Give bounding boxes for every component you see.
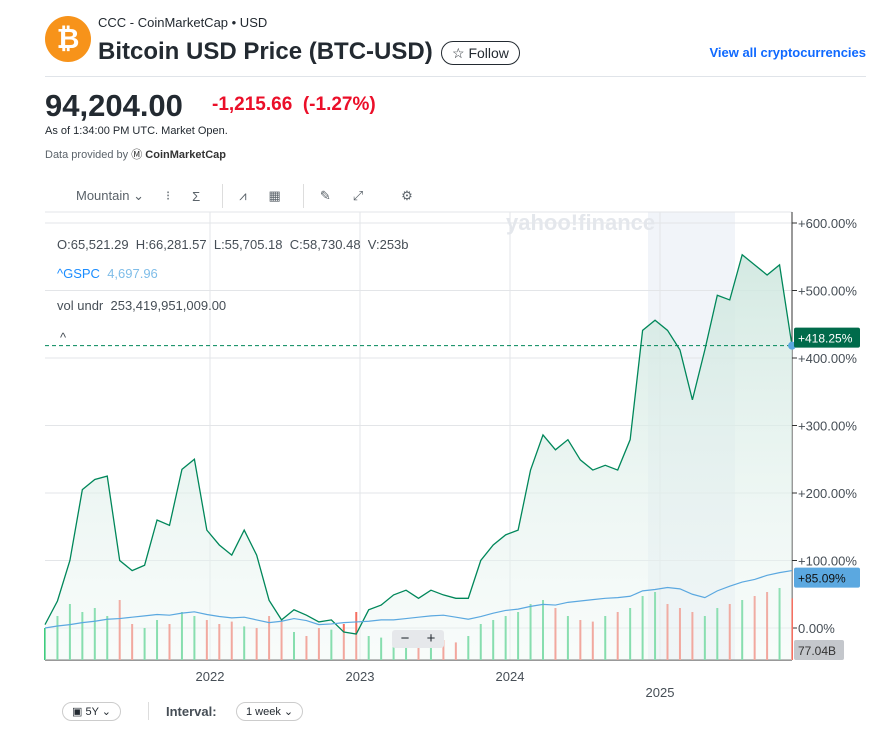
compare-icon[interactable]: ⁝ [166,188,171,203]
draw-pencil-icon[interactable]: ✎ [319,188,331,203]
price-chart[interactable]: +600.00% +500.00% +400.00% +300.00% +200.00%… [0,205,874,705]
range-label: 5Y [85,706,99,718]
calendar-icon: ▣ [72,706,86,718]
interval-label: Interval: [166,704,217,719]
gspc-last-label-bg [794,567,860,588]
price-change: -1,215.66 (-1.27%) [212,94,376,116]
x-tick-label: 2022 [196,669,225,684]
page-title: Bitcoin USD Price (BTC-USD) [98,38,433,65]
divider [222,184,224,208]
volume-legend: vol undr 253,419,951,009.00 [57,298,226,313]
x-tick-label: 2024 [496,669,525,684]
btc-last-label: +418.25% [798,332,853,346]
y-tick-label: +500.00% [798,284,857,299]
y-tick-label: +600.00% [798,216,857,231]
zoom-out-button[interactable]: − [400,630,410,647]
follow-label: Follow [468,45,509,61]
view-all-cryptocurrencies-link[interactable]: View all cryptocurrencies [709,45,866,60]
btc-last-label-bg [794,327,860,348]
events-icon[interactable]: ⩘ [239,188,247,203]
btc-area [45,254,792,660]
chart-type-dropdown[interactable]: Mountain ⌄ [76,188,144,203]
gspc-line [44,569,793,629]
follow-button[interactable]: ☆ Follow [441,41,520,65]
y-tick-label: +100.00% [798,554,857,569]
indicators-icon[interactable]: Σ [192,188,201,204]
vol-name: vol undr [57,298,104,313]
gspc-legend: ^GSPC 4,697.96 [57,266,158,281]
volume-last-label: 77.04B [798,644,836,658]
collapse-legend-chevron-icon[interactable]: ^ [60,330,67,345]
data-provider: Data provided by Ⓜ CoinMarketCap [45,146,226,162]
volume-last-label-bg [794,640,844,660]
interval-dropdown[interactable]: 1 week ⌄ [236,702,304,721]
divider [45,76,866,77]
y-tick-label: +200.00% [798,486,857,501]
chart-type-label: Mountain [76,188,130,203]
provider-name: CoinMarketCap [145,149,226,161]
x-tick-label: 2023 [346,669,375,684]
yahoo-finance-watermark: yahoo!finance [506,210,656,235]
change-value: -1,215.66 [212,94,293,115]
current-price: 94,204.00 [45,88,183,123]
zoom-controls: − + [392,630,444,648]
coinmarketcap-logo-icon: Ⓜ [131,149,143,161]
calendar-icon[interactable]: ▦ [268,188,281,203]
range-dropdown[interactable]: ▣ 5Y ⌄ [62,702,121,721]
as-of-time: As of 1:34:00 PM UTC. Market Open. [45,125,228,137]
quote-source: CCC - CoinMarketCap • USD [98,15,268,30]
settings-gear-icon[interactable]: ⚙ [401,188,413,203]
y-tick-label: +400.00% [798,351,857,366]
btc-line [44,253,793,635]
gspc-value: 4,697.96 [107,266,158,281]
chart-toolbar: Mountain ⌄ ⁝ Σ ⩘ ▦ ✎ ⤢ ⚙ [76,184,435,208]
bitcoin-logo-icon: ₿ [45,16,91,62]
vol-value: 253,419,951,009.00 [110,298,227,313]
gspc-name[interactable]: ^GSPC [57,266,100,281]
divider [302,184,304,208]
zoom-in-button[interactable]: + [426,630,436,647]
fullscreen-icon[interactable]: ⤢ [352,188,364,203]
star-icon: ☆ [452,45,469,61]
y-tick-label: +300.00% [798,419,857,434]
interval-value: 1 week [246,706,281,718]
y-tick-label: 0.00% [798,621,835,636]
gspc-last-label: +85.09% [798,572,846,586]
divider [148,702,149,720]
change-percent: (-1.27%) [302,94,376,115]
ohlcv-legend: O:65,521.29 H:66,281.57 L:55,705.18 C:58… [57,237,409,252]
x-tick-label: 2025 [646,685,675,700]
provided-by-label: Data provided by [45,149,129,161]
